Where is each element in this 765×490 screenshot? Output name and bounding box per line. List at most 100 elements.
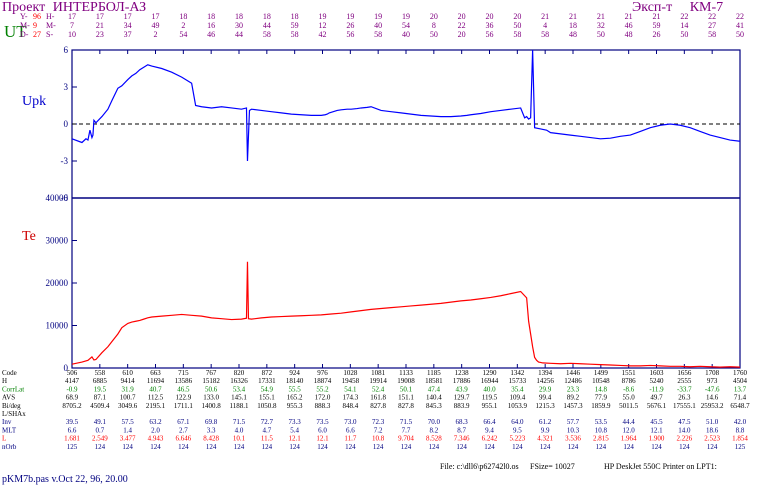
table-row-label: Inv [2,418,12,426]
y-tick-label-upk: 3 [64,82,69,92]
table-cell: 6885 [93,377,108,385]
table-cell: 11694 [147,377,165,385]
table-cell: 55.5 [289,385,302,393]
table-cell: 0.7 [95,426,104,434]
table-cell: 47.4 [428,385,441,393]
time-tick-label: 23 [96,30,104,39]
table-cell: 4147 [65,377,80,385]
table-cell: 3049.6 [118,402,138,410]
table-cell: 14.0 [678,426,691,434]
time-tick-label: 21 [569,12,577,21]
table-cell: 3.536 [565,435,581,443]
time-tick-label: 48 [569,30,577,39]
table-row-label: MLT [2,426,17,434]
table-cell: 40.0 [483,385,496,393]
table-cell: 506 [67,369,78,377]
table-cell: 73.0 [344,418,357,426]
table-cell: 2.549 [92,435,108,443]
time-tick-label: 26 [653,30,661,39]
table-row-label: H [2,377,7,385]
table-cell: 124 [289,443,300,451]
table-cell: 112.5 [148,394,164,402]
table-cell: 4.321 [537,435,553,443]
table-cell: 124 [178,443,189,451]
table-cell: 5676.1 [647,402,667,410]
table-cell: 1050.8 [257,402,277,410]
table-cell: 10548 [592,377,610,385]
table-cell: 845.3 [426,402,442,410]
table-cell: 10.8 [595,426,608,434]
table-cell: 16944 [481,377,499,385]
table-cell: -11.9 [649,385,664,393]
table-row-label: CorrLat [2,385,24,393]
table-cell: 12.0 [623,426,636,434]
table-row-label: nOrb [2,443,17,451]
time-tick-label: 19 [374,12,382,21]
table-cell: 10.1 [233,435,246,443]
table-cell: 6548.7 [730,402,750,410]
table-cell: -0.9 [66,385,78,393]
table-cell: 124 [456,443,467,451]
time-tick-label: 34 [124,21,132,30]
table-cell: 67.1 [177,418,190,426]
table-cell: 1400.8 [202,402,222,410]
table-cell: 71.4 [734,394,747,402]
project-label-word: Проект [2,0,46,15]
table-cell: 17331 [258,377,276,385]
time-tick-label: 58 [708,30,716,39]
time-tick-label: 16 [207,21,215,30]
time-tick-label: 18 [569,21,577,30]
time-tick-label: 2 [154,30,158,39]
table-cell: 46.5 [177,385,190,393]
table-cell: 52.4 [372,385,385,393]
table-cell: 124 [206,443,217,451]
table-cell: 14256 [536,377,554,385]
table-row-label: Bi/deg [2,402,21,410]
table-cell: 125 [67,443,78,451]
table-cell: 8.2 [429,426,438,434]
table-cell: 145.1 [231,394,247,402]
table-cell: 872 [262,369,273,377]
time-tick-label: 42 [319,30,327,39]
table-cell: 49.7 [650,394,663,402]
table-cell: 1215.3 [536,402,556,410]
table-cell: 1457.3 [563,402,583,410]
table-row-label: L/SHAx [2,410,26,418]
table-cell: 72.7 [261,418,274,426]
table-cell: 35.4 [511,385,524,393]
table-cell: 1499 [594,369,609,377]
table-cell: 1760 [733,369,748,377]
table-cell: 1394 [538,369,553,377]
table-cell: 5.4 [290,426,299,434]
time-tick-label: 41 [736,21,744,30]
time-tick-label: 17 [96,12,104,21]
time-tick-label: 46 [625,21,633,30]
table-cell: 124 [651,443,662,451]
table-cell: 71.5 [400,418,413,426]
date-prefix: M- [20,21,30,30]
table-cell: 820 [234,369,245,377]
table-cell: 72.3 [372,418,385,426]
table-cell: 610 [122,369,133,377]
time-tick-label: 20 [513,12,521,21]
y-tick-label-upk: 0 [64,119,69,129]
table-cell: 5240 [650,377,665,385]
time-tick-label: 18 [235,12,243,21]
time-tick-label: 19 [402,12,410,21]
table-cell: 124 [512,443,523,451]
table-cell: 45.5 [650,418,663,426]
date-unit: H- [46,12,55,21]
table-cell: 17886 [453,377,471,385]
table-cell: 11.5 [261,435,273,443]
table-cell: 124 [122,443,133,451]
time-tick-label: 17 [124,12,132,21]
table-cell: 4509.4 [90,402,110,410]
table-cell: 13.7 [734,385,747,393]
table-cell: 68.9 [66,394,79,402]
table-cell: 1656 [677,369,692,377]
project-name: ИНТЕРБОЛ-АЗ [52,0,147,15]
table-cell: 172.0 [315,394,331,402]
time-tick-label: 20 [458,12,466,21]
time-tick-label: 14 [680,21,688,30]
time-tick-label: 50 [430,30,438,39]
